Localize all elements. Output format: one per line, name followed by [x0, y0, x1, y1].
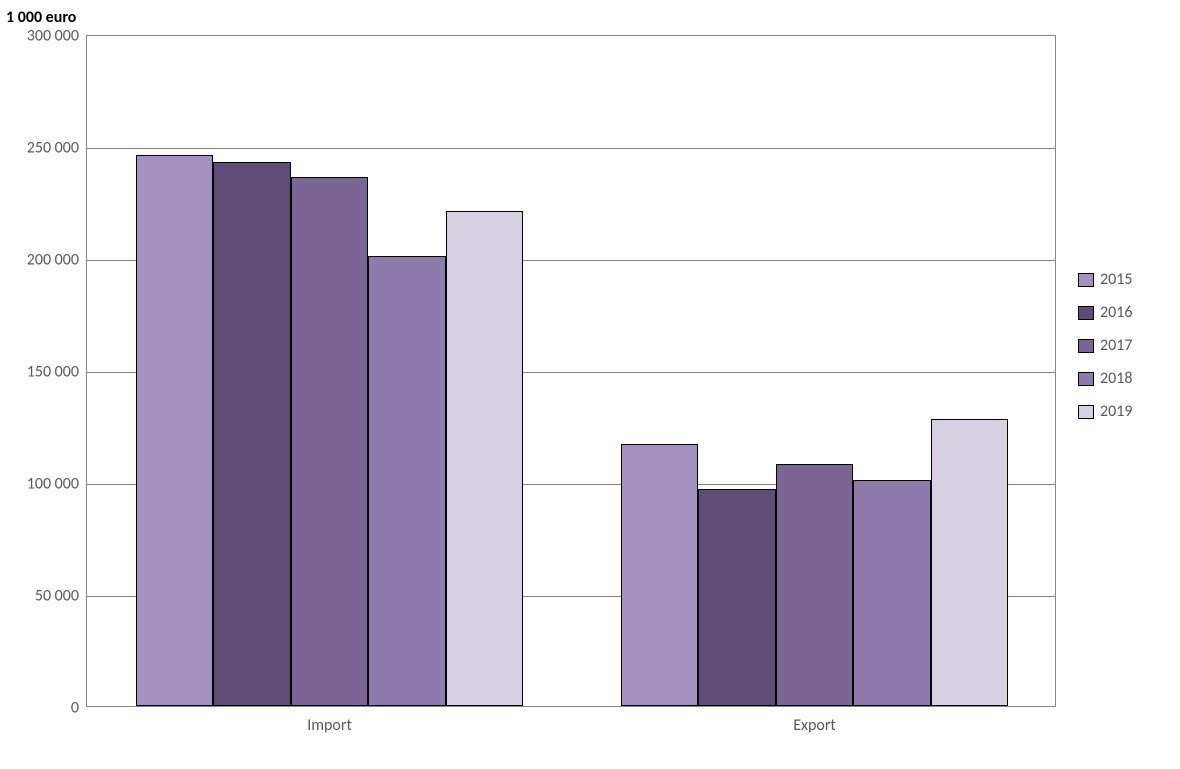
legend-item: 2017: [1078, 336, 1132, 355]
chart-container: 1 000 euro 050 000100 000150 000200 0002…: [0, 0, 1180, 769]
legend-swatch: [1078, 405, 1094, 419]
y-axis-title: 1 000 euro: [6, 8, 76, 27]
ytick-label: 50 000: [35, 587, 79, 606]
gridline: [87, 148, 1055, 149]
legend-label: 2015: [1100, 270, 1132, 289]
bar: [446, 211, 524, 706]
ytick-label: 150 000: [27, 363, 79, 382]
legend-item: 2015: [1078, 270, 1132, 289]
legend-item: 2018: [1078, 369, 1132, 388]
bar: [368, 256, 446, 706]
bar: [136, 155, 214, 706]
bar: [621, 444, 699, 706]
legend-item: 2019: [1078, 402, 1132, 421]
legend-item: 2016: [1078, 303, 1132, 322]
bar: [776, 464, 854, 706]
ytick-label: 250 000: [27, 139, 79, 158]
legend: 2015 2016 2017 2018 2019: [1078, 270, 1132, 435]
ytick-label: 300 000: [27, 27, 79, 46]
ytick-label: 200 000: [27, 251, 79, 270]
xtick-label: Import: [307, 716, 352, 735]
ytick-label: 100 000: [27, 475, 79, 494]
legend-swatch: [1078, 339, 1094, 353]
bar: [213, 162, 291, 706]
plot-area: 050 000100 000150 000200 000250 000300 0…: [86, 35, 1056, 707]
xtick-label: Export: [793, 716, 836, 735]
legend-label: 2017: [1100, 336, 1132, 355]
bar: [698, 489, 776, 706]
bar: [853, 480, 931, 706]
legend-label: 2018: [1100, 369, 1132, 388]
legend-label: 2019: [1100, 402, 1132, 421]
bar: [291, 177, 369, 706]
bar: [931, 419, 1009, 706]
legend-label: 2016: [1100, 303, 1132, 322]
legend-swatch: [1078, 306, 1094, 320]
legend-swatch: [1078, 372, 1094, 386]
ytick-label: 0: [71, 699, 79, 718]
legend-swatch: [1078, 273, 1094, 287]
